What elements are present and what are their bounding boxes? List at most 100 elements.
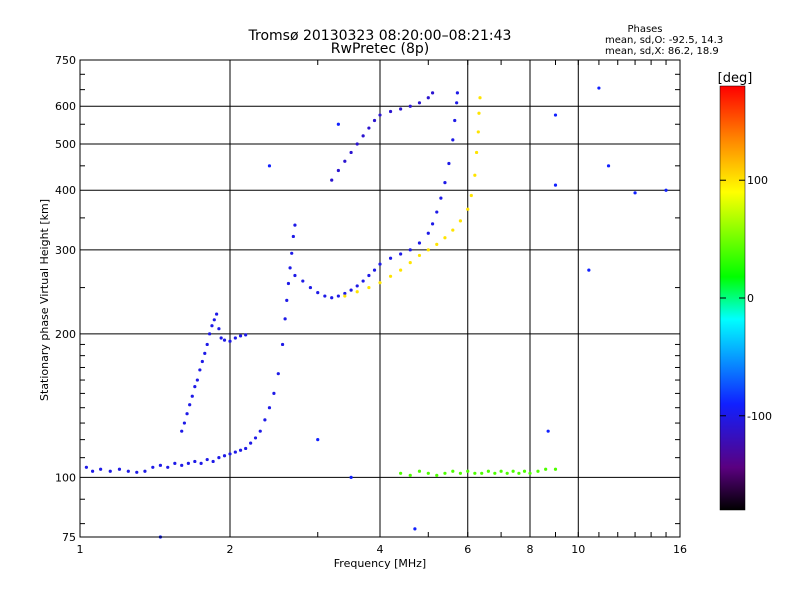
data-point [426,96,430,100]
data-point [301,279,305,283]
data-point [199,461,203,465]
data-point [664,188,668,192]
data-point [451,228,455,232]
data-point [343,294,347,298]
y-tick-label: 200 [55,328,76,341]
data-point [536,469,540,473]
data-point [91,469,95,473]
axis-ticks: 1 2 4 6 8 10 16 75 100 200 300 400 500 600 750 [55,54,687,556]
data-point [473,471,477,475]
data-point [453,118,457,123]
data-point [439,196,443,200]
data-point [417,469,422,473]
data-point [499,469,503,473]
colorbar-ticks: 100 0 -100 [720,174,772,423]
data-point [477,111,481,115]
x-tick-label: 1 [77,543,84,556]
data-point [367,126,371,130]
data-point [528,471,532,475]
data-point [330,178,334,182]
data-point [546,429,550,433]
colorbar: [deg] 100 0 -100 [718,71,772,511]
chart-title: Tromsø 20130323 08:20:00–08:21:43 [248,28,512,44]
plot-frame: 1 2 4 6 8 10 16 75 100 200 300 400 500 600 750 [55,54,687,556]
data-point [378,113,382,117]
data-point [430,91,435,95]
data-point [522,469,527,473]
data-point [413,527,417,531]
data-point [288,266,292,270]
data-point [544,467,548,471]
data-point [517,471,521,475]
x-tick-label: 8 [527,543,534,556]
data-point [173,461,177,465]
data-point [293,273,297,278]
data-point [200,359,204,364]
data-point [355,284,359,288]
data-point [378,262,382,266]
data-point [135,470,139,474]
data-point [493,471,497,475]
y-tick-label: 300 [55,244,76,257]
y-tick-label: 75 [62,531,76,544]
x-tick-label: 4 [377,543,384,556]
data-point [486,469,490,473]
data-point [198,368,202,372]
data-point [417,101,422,105]
data-point [355,290,359,294]
data-point [249,441,253,445]
data-point [455,101,459,105]
data-point [330,296,334,300]
data-point [478,96,482,100]
data-point [233,450,237,454]
data-point [258,429,262,433]
phase-legend-x: mean, sd,X: 86.2, 18.9 [605,46,719,57]
data-point [316,438,320,442]
data-point [238,448,243,452]
x-tick-label: 10 [571,543,585,556]
data-point [361,134,365,138]
data-point [399,252,403,256]
data-point [399,471,403,475]
data-point [473,173,477,177]
data-point [253,436,258,440]
data-point [238,334,243,338]
data-point [185,412,189,416]
colorbar-tick-label: 100 [747,174,768,187]
data-point [466,469,470,473]
data-point [267,164,272,168]
data-point [458,471,463,475]
data-point [388,274,393,278]
data-point [417,241,422,245]
data-point [151,465,155,469]
y-tick-label: 400 [55,184,76,197]
data-point [367,285,371,290]
data-point [349,288,353,292]
data-point [217,327,221,331]
data-point [276,372,280,376]
y-tick-label: 750 [55,54,76,67]
data-point [435,242,439,246]
data-point [126,469,130,473]
data-point [447,161,451,166]
data-point [207,332,212,336]
data-point [349,475,353,480]
data-point [633,191,637,195]
data-point [215,312,219,316]
data-point [343,291,347,296]
data-point [180,429,184,433]
data-point [553,113,558,117]
data-point [316,291,320,295]
colorbar-label: [deg] [718,71,753,86]
data-point [182,421,186,425]
data-point [143,469,147,473]
data-point [458,219,463,223]
data-point [553,183,558,187]
data-point [361,279,365,283]
data-points [84,86,668,539]
data-point [367,273,371,278]
phase-legend-o: mean, sd,O: -92.5, 14.3 [605,35,723,46]
data-point [417,253,422,258]
data-point [117,467,122,471]
